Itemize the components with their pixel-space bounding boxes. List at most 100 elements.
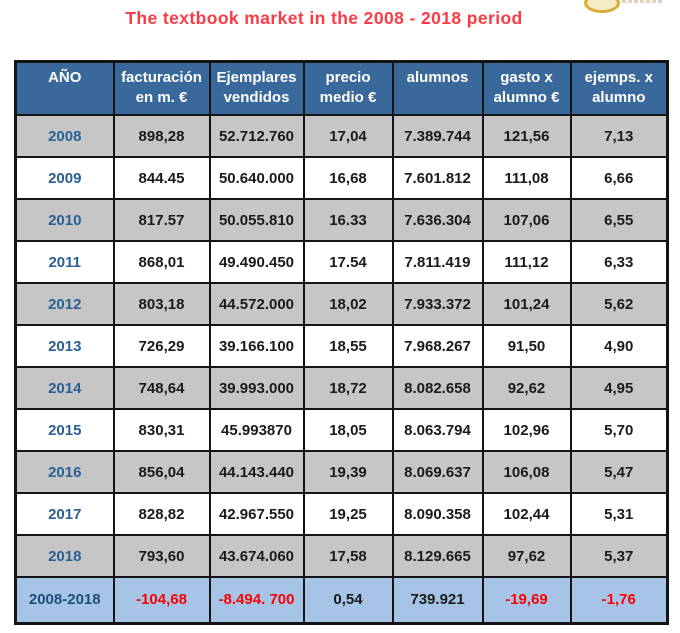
value-cell: 91,50 <box>481 324 572 368</box>
header-cell-copies-sold: Ejemplares vendidos <box>208 60 305 116</box>
header-cell-revenue: facturación en m. € <box>112 60 211 116</box>
year-cell: 2012 <box>14 282 115 326</box>
value-cell: 39.993.000 <box>208 366 305 410</box>
value-cell: 7.968.267 <box>391 324 484 368</box>
value-cell: 19,25 <box>302 492 394 536</box>
table-row-2008: 2008 898,28 52.712.760 17,04 7.389.744 1… <box>14 114 669 158</box>
table-row-2017: 2017 828,82 42.967.550 19,25 8.090.358 1… <box>14 492 669 536</box>
partial-logo-text-icon <box>622 0 664 3</box>
value-cell: 8.063.794 <box>391 408 484 452</box>
value-cell: 39.166.100 <box>208 324 305 368</box>
table-row-2014: 2014 748,64 39.993.000 18,72 8.082.658 9… <box>14 366 669 410</box>
value-cell: 16,68 <box>302 156 394 200</box>
textbook-market-table: AÑO facturación en m. € Ejemplares vendido… <box>14 60 669 625</box>
table-row-2018: 2018 793,60 43.674.060 17,58 8.129.665 9… <box>14 534 669 578</box>
value-cell: 7,13 <box>569 114 669 158</box>
value-cell: 106,08 <box>481 450 572 494</box>
table-row-2011: 2011 868,01 49.490.450 17.54 7.811.419 1… <box>14 240 669 284</box>
value-cell: 5,31 <box>569 492 669 536</box>
value-cell: 18,55 <box>302 324 394 368</box>
table-row-2010: 2010 817.57 50.055.810 16.33 7.636.304 1… <box>14 198 669 242</box>
value-cell: 52.712.760 <box>208 114 305 158</box>
table-row-2009: 2009 844.45 50.640.000 16,68 7.601.812 1… <box>14 156 669 200</box>
value-cell: 17,04 <box>302 114 394 158</box>
value-cell: 726,29 <box>112 324 211 368</box>
year-cell: 2011 <box>14 240 115 284</box>
year-cell: 2015 <box>14 408 115 452</box>
year-cell: 2016 <box>14 450 115 494</box>
value-cell: 16.33 <box>302 198 394 242</box>
value-cell: 92,62 <box>481 366 572 410</box>
total-year-cell: 2008-2018 <box>14 576 115 624</box>
value-cell: 17.54 <box>302 240 394 284</box>
value-cell: 8.082.658 <box>391 366 484 410</box>
year-cell: 2008 <box>14 114 115 158</box>
value-cell: 5,47 <box>569 450 669 494</box>
value-cell: 844.45 <box>112 156 211 200</box>
value-cell: 898,28 <box>112 114 211 158</box>
value-cell: 868,01 <box>112 240 211 284</box>
value-cell: 101,24 <box>481 282 572 326</box>
value-cell: 8.090.358 <box>391 492 484 536</box>
total-value-cell: -8.494. 700 <box>208 576 305 624</box>
table-row-2013: 2013 726,29 39.166.100 18,55 7.968.267 9… <box>14 324 669 368</box>
header-label: alumnos <box>406 69 469 86</box>
value-cell: 44.143.440 <box>208 450 305 494</box>
value-cell: 856,04 <box>112 450 211 494</box>
value-cell: 111,08 <box>481 156 572 200</box>
total-row-2008-2018: 2008-2018 -104,68 -8.494. 700 0,54 739.9… <box>14 576 669 624</box>
value-cell: 18,72 <box>302 366 394 410</box>
value-cell: 748,64 <box>112 366 211 410</box>
value-cell: 5,37 <box>569 534 669 578</box>
header-label: facturación <box>121 69 202 86</box>
value-cell: 50.640.000 <box>208 156 305 200</box>
header-label: AÑO <box>48 69 82 86</box>
value-cell: 828,82 <box>112 492 211 536</box>
value-cell: 111,12 <box>481 240 572 284</box>
total-value-cell: -104,68 <box>112 576 211 624</box>
header-cell-copies-per-student: ejemps. x alumno <box>569 60 669 116</box>
year-cell: 2017 <box>14 492 115 536</box>
value-cell: 45.993870 <box>208 408 305 452</box>
header-row: AÑO facturación en m. € Ejemplares vendido… <box>14 60 669 116</box>
year-cell: 2014 <box>14 366 115 410</box>
value-cell: 8.069.637 <box>391 450 484 494</box>
table-row-2015: 2015 830,31 45.993870 18,05 8.063.794 10… <box>14 408 669 452</box>
value-cell: 7.811.419 <box>391 240 484 284</box>
total-value-cell: -1,76 <box>569 576 669 624</box>
total-value-cell: 0,54 <box>302 576 394 624</box>
year-cell: 2010 <box>14 198 115 242</box>
value-cell: 18,02 <box>302 282 394 326</box>
header-cell-spend-per-student: gasto x alumno € <box>481 60 572 116</box>
value-cell: 6,33 <box>569 240 669 284</box>
page-title: The textbook market in the 2008 - 2018 p… <box>125 8 523 28</box>
value-cell: 17,58 <box>302 534 394 578</box>
value-cell: 817.57 <box>112 198 211 242</box>
total-value-cell: -19,69 <box>481 576 572 624</box>
value-cell: 830,31 <box>112 408 211 452</box>
value-cell: 43.674.060 <box>208 534 305 578</box>
value-cell: 4,95 <box>569 366 669 410</box>
value-cell: 7.389.744 <box>391 114 484 158</box>
table-row-2012: 2012 803,18 44.572.000 18,02 7.933.372 1… <box>14 282 669 326</box>
value-cell: 7.601.812 <box>391 156 484 200</box>
year-cell: 2009 <box>14 156 115 200</box>
header-cell-students: alumnos <box>391 60 484 116</box>
value-cell: 7.933.372 <box>391 282 484 326</box>
value-cell: 5,70 <box>569 408 669 452</box>
value-cell: 7.636.304 <box>391 198 484 242</box>
partial-logo-icon <box>584 0 620 13</box>
value-cell: 19,39 <box>302 450 394 494</box>
total-value-cell: 739.921 <box>391 576 484 624</box>
value-cell: 5,62 <box>569 282 669 326</box>
table-row-2016: 2016 856,04 44.143.440 19,39 8.069.637 1… <box>14 450 669 494</box>
table-footer: 2008-2018 -104,68 -8.494. 700 0,54 739.9… <box>14 576 669 624</box>
value-cell: 4,90 <box>569 324 669 368</box>
header-label: precio <box>325 69 371 86</box>
value-cell: 18,05 <box>302 408 394 452</box>
value-cell: 6,55 <box>569 198 669 242</box>
value-cell: 6,66 <box>569 156 669 200</box>
value-cell: 102,44 <box>481 492 572 536</box>
header-cell-avg-price: precio medio € <box>302 60 394 116</box>
